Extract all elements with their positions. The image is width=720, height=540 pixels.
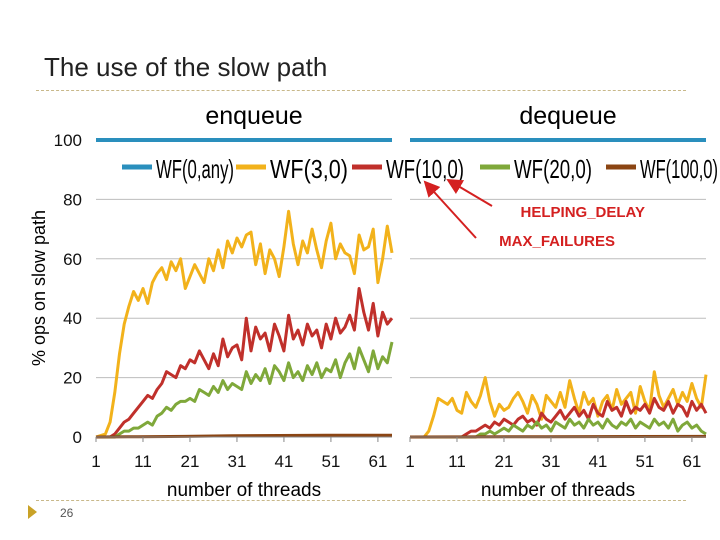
- series-line: [410, 396, 708, 439]
- series-line: [96, 287, 394, 439]
- arrow-max-failures: [423, 180, 477, 239]
- panel-title: dequeue: [519, 102, 616, 130]
- slide-title: The use of the slow path: [44, 52, 328, 82]
- y-tick-label: 20: [63, 369, 82, 388]
- series-line: [410, 370, 708, 439]
- x-axis-label: number of threads: [481, 480, 635, 501]
- y-tick-label: 100: [54, 131, 82, 150]
- x-tick-label: 21: [181, 452, 200, 471]
- panel-title: enqueue: [205, 102, 302, 130]
- x-tick-label: 21: [495, 452, 514, 471]
- footer-divider: [36, 500, 686, 501]
- x-tick-label: 31: [541, 452, 560, 471]
- legend-label: WF(0,any): [156, 154, 234, 184]
- legend-label: WF(20,0): [514, 154, 592, 184]
- slide-number: 26: [60, 506, 74, 520]
- y-tick-label: 40: [63, 309, 82, 328]
- series-line: [96, 341, 394, 439]
- legend-label: WF(100,0): [640, 154, 718, 184]
- y-axis-label: % ops on slow path: [29, 210, 49, 366]
- x-tick-label: 61: [368, 452, 387, 471]
- x-tick-label: 61: [682, 452, 701, 471]
- series-line: [410, 417, 707, 439]
- x-tick-label: 31: [227, 452, 246, 471]
- x-tick-label: 51: [635, 452, 654, 471]
- x-axis-label: number of threads: [167, 480, 321, 501]
- x-tick-label: 41: [588, 452, 607, 471]
- y-tick-label: 0: [73, 428, 82, 447]
- x-tick-label: 11: [448, 452, 466, 471]
- arrow-helping-delay: [446, 178, 493, 207]
- y-tick-label: 80: [63, 190, 82, 209]
- annotation-helping-delay: HELPING_DELAY: [521, 204, 645, 221]
- bullet-icon: [28, 505, 37, 519]
- title-divider: [36, 90, 686, 91]
- x-tick-label: 11: [134, 452, 152, 471]
- series-line: [95, 209, 394, 439]
- x-tick-label: 1: [91, 452, 100, 471]
- legend-label: WF(3,0): [270, 154, 348, 184]
- legend-label: WF(10,0): [386, 154, 464, 184]
- x-tick-label: 51: [321, 452, 340, 471]
- x-tick-label: 1: [405, 452, 414, 471]
- x-tick-label: 41: [274, 452, 293, 471]
- annotation-max-failures: MAX_FAILURES: [499, 233, 615, 250]
- y-tick-label: 60: [63, 250, 82, 269]
